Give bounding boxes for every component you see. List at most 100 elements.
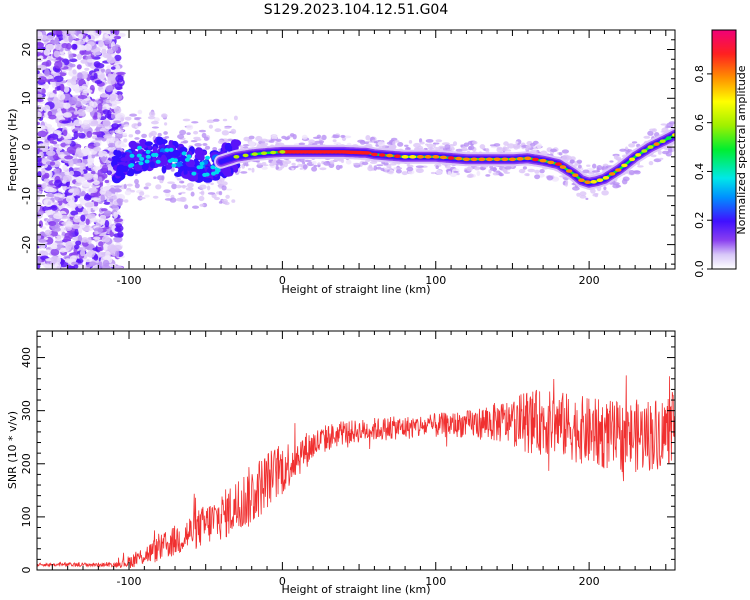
noise-mark <box>82 89 93 94</box>
noise-mark <box>97 169 103 177</box>
halo-mark <box>114 188 122 193</box>
noise-mark <box>68 34 73 43</box>
noise-mark <box>53 202 59 206</box>
halo-mark <box>164 122 168 126</box>
ridge-blob-core <box>129 153 135 158</box>
noise-mark <box>43 178 50 183</box>
halo-mark <box>377 141 386 147</box>
noise-mark <box>87 153 92 162</box>
noise-mark <box>113 35 122 40</box>
halo-mark <box>498 172 503 177</box>
halo-mark <box>134 178 139 185</box>
halo-mark <box>225 188 233 191</box>
noise-mark <box>100 186 105 191</box>
noise-mark <box>44 172 50 179</box>
noise-mark <box>94 80 103 84</box>
halo-mark <box>176 178 181 181</box>
noise-mark <box>74 244 80 250</box>
noise-mark <box>44 186 55 193</box>
halo-mark <box>504 171 511 174</box>
noise-mark <box>55 57 64 61</box>
halo-mark <box>113 120 122 124</box>
noise-mark <box>71 86 79 90</box>
y-tick-label: 100 <box>20 506 33 527</box>
noise-mark <box>38 239 47 243</box>
ridge-blob-core <box>155 159 161 164</box>
chart-title: S129.2023.104.12.51.G04 <box>264 2 449 18</box>
noise-mark <box>37 111 42 120</box>
ridge-blob-core <box>171 163 177 168</box>
noise-mark <box>97 251 106 258</box>
halo-mark <box>503 141 509 146</box>
halo-mark <box>534 174 541 180</box>
noise-mark <box>102 164 108 172</box>
halo-mark <box>471 140 478 145</box>
noise-mark <box>37 210 44 216</box>
ridge-blob <box>168 140 173 149</box>
halo-mark <box>198 195 205 202</box>
noise-mark <box>54 240 64 244</box>
bottom-x-axis-label: Height of straight line (km) <box>281 583 430 596</box>
noise-mark <box>111 123 120 130</box>
noise-mark <box>53 168 60 174</box>
noise-mark <box>107 244 117 252</box>
noise-mark <box>62 129 68 137</box>
ridge-blob <box>115 150 122 158</box>
halo-mark <box>221 185 227 191</box>
noise-mark <box>101 235 111 243</box>
halo-mark <box>536 143 542 149</box>
ridge-peak <box>531 157 539 162</box>
halo-mark <box>180 191 186 194</box>
halo-mark <box>262 164 269 167</box>
x-tick-label: -100 <box>117 274 142 287</box>
noise-mark <box>78 226 83 234</box>
halo-mark <box>558 152 563 156</box>
halo-mark <box>114 185 122 188</box>
halo-mark <box>137 122 142 127</box>
x-tick-label: 0 <box>279 575 286 588</box>
halo-mark <box>108 142 116 148</box>
noise-mark <box>93 236 101 240</box>
halo-mark <box>319 142 324 146</box>
halo-mark <box>572 186 580 191</box>
noise-mark <box>96 123 104 128</box>
halo-mark <box>123 199 129 203</box>
halo-mark <box>276 138 282 142</box>
noise-mark <box>53 213 63 220</box>
noise-mark <box>80 214 86 222</box>
noise-mark <box>84 225 90 230</box>
noise-mark <box>92 166 102 171</box>
ridge-blob <box>230 139 240 149</box>
noise-mark <box>76 132 82 136</box>
noise-mark <box>97 112 102 120</box>
halo-mark <box>468 146 473 151</box>
halo-mark <box>192 205 199 209</box>
halo-mark <box>313 164 318 168</box>
halo-mark <box>225 194 230 199</box>
noise-mark <box>100 208 108 212</box>
top-plot-frame <box>36 29 676 270</box>
halo-mark <box>426 143 434 148</box>
x-tick-label: -100 <box>117 575 142 588</box>
halo-mark <box>261 166 268 170</box>
halo-mark <box>546 175 554 181</box>
ridge-blob-core <box>164 148 170 153</box>
halo-mark <box>507 143 515 149</box>
ridge-peak <box>641 149 648 153</box>
halo-mark <box>109 130 115 134</box>
noise-mark <box>37 41 43 49</box>
noise-mark <box>49 161 56 166</box>
noise-mark <box>71 170 82 177</box>
halo-mark <box>367 165 374 172</box>
noise-mark <box>75 205 85 213</box>
ridge-peak <box>602 176 610 180</box>
halo-mark <box>406 166 414 172</box>
halo-mark <box>123 138 128 143</box>
ridge-peak <box>516 157 524 161</box>
noise-mark <box>73 119 83 127</box>
noise-mark <box>81 237 89 243</box>
halo-mark <box>643 135 651 139</box>
noise-mark <box>101 264 111 269</box>
halo-mark <box>502 146 508 152</box>
